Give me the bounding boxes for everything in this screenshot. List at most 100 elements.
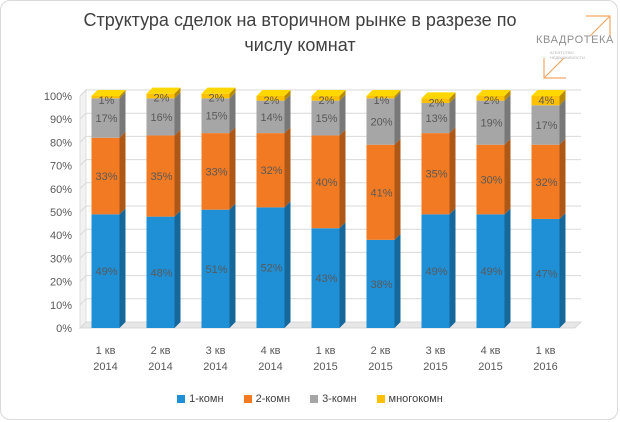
logo-tagline: АГЕНТСТВО НЕДВИЖИМОСТИ <box>550 50 585 60</box>
legend: 1-комн 2-комн 3-комн многокомн <box>0 391 620 407</box>
data-label: 13% <box>425 113 447 125</box>
x-tick-label-quarter: 1 кв <box>316 345 336 357</box>
y-tick-label: 100% <box>44 91 72 103</box>
data-label: 30% <box>480 175 502 187</box>
chart-title-line-2: числу комнат <box>244 35 356 55</box>
data-label: 2% <box>484 95 500 107</box>
bar-segment <box>201 92 236 134</box>
y-tick-label: 0% <box>56 323 72 335</box>
data-label: 17% <box>95 113 117 125</box>
data-label: 49% <box>95 266 117 278</box>
x-tick-label-year: 2015 <box>478 361 502 373</box>
gridline <box>79 275 581 282</box>
data-label: 20% <box>370 117 392 129</box>
data-label: 17% <box>535 120 557 132</box>
data-label: 32% <box>260 165 282 177</box>
bar-segment <box>531 212 566 328</box>
x-tick-label-quarter: 4 кв <box>261 345 281 357</box>
data-label: 48% <box>150 267 172 279</box>
bar-segment <box>366 92 401 145</box>
y-tick-label: 60% <box>50 184 72 196</box>
data-label: 49% <box>480 266 502 278</box>
legend-label: 1-комн <box>189 393 224 405</box>
gridline <box>79 112 581 120</box>
legend-entry: 2-комн <box>243 391 291 407</box>
legend-label: 3-комн <box>322 393 357 405</box>
x-tick-label-year: 2016 <box>533 361 557 373</box>
bar-segment <box>91 90 126 99</box>
data-label: 2% <box>209 93 225 105</box>
bar-segment <box>531 99 566 145</box>
x-tick-label-quarter: 2 кв <box>371 345 391 357</box>
kvadroteka-logo: КВАДРОТЕКА АГЕНТСТВО НЕДВИЖИМОСТИ <box>536 14 613 84</box>
bar-segment <box>146 129 181 217</box>
y-tick-label: 50% <box>50 207 72 219</box>
x-tick-label-year: 2015 <box>368 361 392 373</box>
logo-tagline-line-2: НЕДВИЖИМОСТИ <box>550 55 585 60</box>
bar-segment <box>311 94 346 136</box>
gridlines <box>79 89 581 329</box>
data-label: 41% <box>370 187 392 199</box>
bar-segment <box>421 208 456 328</box>
x-tick-label-quarter: 2 кв <box>151 345 171 357</box>
logo-corner-icon <box>543 15 611 79</box>
y-tick-label: 20% <box>50 277 72 289</box>
y-tick-label: 80% <box>50 137 72 149</box>
data-label: 2% <box>429 97 445 109</box>
legend-swatch <box>376 395 385 403</box>
bar-segment <box>201 127 236 210</box>
data-label: 1% <box>374 95 390 107</box>
bar-segment <box>531 138 566 219</box>
legend-label: 2-комн <box>255 393 291 405</box>
x-tick-label-quarter: 3 кв <box>426 345 446 357</box>
x-tick-label-quarter: 1 кв <box>96 345 116 357</box>
bar-segment <box>311 222 346 328</box>
bar-segment <box>366 90 401 99</box>
bar-segment <box>476 138 511 215</box>
bar-segment <box>91 131 126 215</box>
legend-entry: многокомн <box>376 391 443 407</box>
logo-tagline-line-1: АГЕНТСТВО <box>550 50 574 55</box>
data-label: 2% <box>264 95 280 107</box>
chart-title-line-1: Структура сделок на вторичном рынке в ра… <box>83 10 517 30</box>
data-label: 16% <box>150 112 172 124</box>
y-tick-label: 40% <box>50 230 72 242</box>
bars <box>91 87 566 328</box>
bar-segment <box>531 90 566 106</box>
data-labels: 49% 33% 17% 1% 48% 35% 16% 2% 51% 33% 15% 2% 52% 32% 1… <box>95 93 557 291</box>
bar-segment <box>91 92 126 138</box>
legend-entry: 1-комн <box>177 391 224 407</box>
bar-segment <box>146 92 181 136</box>
bar-segment <box>256 127 291 208</box>
bar-segment <box>256 94 291 134</box>
gridline <box>79 159 581 166</box>
legend-swatch <box>177 395 186 403</box>
data-label: 33% <box>95 171 117 183</box>
bar-segment <box>91 208 126 328</box>
legend-swatch <box>310 395 319 403</box>
gridline <box>79 182 581 190</box>
bar-segment <box>146 210 181 328</box>
bar-segment <box>256 201 291 328</box>
chart-title: Структура сделок на вторичном рынке в ра… <box>40 8 560 58</box>
data-label: 49% <box>425 266 447 278</box>
y-axis-ticks: 0% 10% 20% 30% 40% 50% 60% 70% 80% 90% 100% <box>44 91 72 335</box>
legend-entry: 3-комн <box>310 391 357 407</box>
x-tick-label-year: 2014 <box>258 361 282 373</box>
y-tick-label: 30% <box>50 253 72 265</box>
bar-segment <box>311 90 346 101</box>
x-tick-label-year: 2014 <box>93 361 117 373</box>
data-label: 15% <box>205 111 227 123</box>
data-label: 52% <box>260 263 282 275</box>
bar-segment <box>476 90 511 101</box>
bar-segment <box>201 87 236 99</box>
data-label: 32% <box>535 177 557 189</box>
x-tick-label-year: 2015 <box>313 361 337 373</box>
legend-label: многокомн <box>388 393 443 405</box>
bar-segment <box>366 138 401 240</box>
bar-segment <box>421 127 456 215</box>
y-tick-label: 70% <box>50 161 72 173</box>
gridline <box>79 205 581 213</box>
data-label: 43% <box>315 273 337 285</box>
